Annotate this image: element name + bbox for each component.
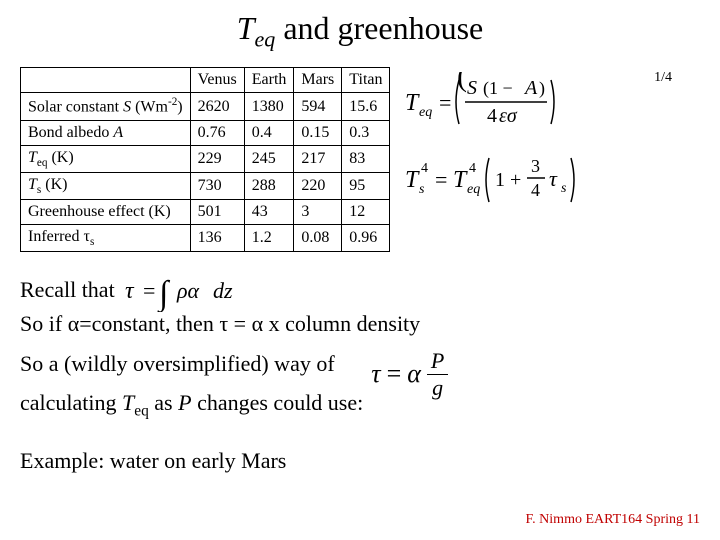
cell: 83	[342, 145, 390, 172]
svg-text:4: 4	[487, 105, 497, 127]
svg-text:(1 −: (1 −	[483, 78, 513, 99]
svg-text:T: T	[405, 90, 420, 116]
cell: 0.3	[342, 120, 390, 145]
cell: 217	[294, 145, 342, 172]
svg-text:=: =	[143, 278, 155, 303]
cell: 0.76	[190, 120, 244, 145]
table-header-row: Venus Earth Mars Titan	[21, 68, 390, 93]
frac-top: P	[427, 350, 448, 375]
line-oversimplified-1: So a (wildly oversimplified) way of	[20, 350, 363, 378]
cell: 0.4	[244, 120, 294, 145]
cell: 1.2	[244, 225, 294, 252]
cell: 245	[244, 145, 294, 172]
footer-credit: F. Nimmo EART164 Spring 11	[526, 512, 700, 528]
svg-text:τ: τ	[549, 166, 558, 191]
svg-text:S: S	[467, 77, 477, 99]
cell: 3	[294, 200, 342, 225]
title-rest: and greenhouse	[275, 10, 483, 46]
svg-text:ρα: ρα	[176, 278, 200, 303]
row-label: Teq (K)	[21, 145, 191, 172]
table-row: Bond albedo A0.760.40.150.3	[21, 120, 390, 145]
svg-text:dz: dz	[213, 278, 233, 303]
svg-text:3: 3	[531, 156, 540, 176]
col-venus: Venus	[190, 68, 244, 93]
title-var: T	[237, 10, 255, 46]
col-earth: Earth	[244, 68, 294, 93]
col-mars: Mars	[294, 68, 342, 93]
cell: 501	[190, 200, 244, 225]
cell: 12	[342, 200, 390, 225]
cell: 229	[190, 145, 244, 172]
table-row: Greenhouse effect (K)50143312	[21, 200, 390, 225]
cell: 1380	[244, 93, 294, 120]
row-label: Ts (K)	[21, 172, 191, 199]
svg-text:): )	[539, 78, 545, 99]
cell: 136	[190, 225, 244, 252]
cell: 95	[342, 172, 390, 199]
col-titan: Titan	[342, 68, 390, 93]
svg-text:4: 4	[469, 161, 476, 176]
cell: 15.6	[342, 93, 390, 120]
table-row: Teq (K)22924521783	[21, 145, 390, 172]
formula-panel: T eq = ( S (1 − A ) 4 εσ 1/4 T s 4	[405, 67, 700, 207]
row-label: Solar constant S (Wm-2)	[21, 93, 191, 120]
cell: 288	[244, 172, 294, 199]
title-sub: eq	[255, 26, 276, 51]
col-blank	[21, 68, 191, 93]
cell: 0.96	[342, 225, 390, 252]
svg-text:T: T	[453, 167, 468, 193]
eq1-exponent: 1/4	[654, 70, 672, 86]
svg-text:=: =	[439, 90, 451, 115]
integral-eq: τ = ∫ ρα dz	[125, 270, 245, 310]
cell: 220	[294, 172, 342, 199]
row-label: Greenhouse effect (K)	[21, 200, 191, 225]
cell: 2620	[190, 93, 244, 120]
cell: 0.08	[294, 225, 342, 252]
cell: 730	[190, 172, 244, 199]
svg-text:s: s	[419, 182, 425, 197]
cell: 594	[294, 93, 342, 120]
cell: 0.15	[294, 120, 342, 145]
table-row: Ts (K)73028822095	[21, 172, 390, 199]
svg-text:eq: eq	[467, 182, 480, 197]
svg-text:s: s	[561, 181, 567, 196]
svg-text:τ: τ	[125, 278, 135, 304]
svg-text:4: 4	[531, 180, 540, 200]
table-row: Inferred τs1361.20.080.96	[21, 225, 390, 252]
svg-text:=: =	[435, 167, 447, 192]
svg-text:T: T	[405, 167, 420, 193]
line-alpha-const: So if α=constant, then τ = α x column de…	[20, 310, 700, 338]
svg-text:∫: ∫	[157, 275, 171, 312]
svg-text:4: 4	[421, 161, 428, 176]
line-oversimplified-2: calculating Teq as P changes could use:	[20, 389, 363, 421]
svg-text:εσ: εσ	[499, 105, 518, 127]
example-line: Example: water on early Mars	[20, 447, 700, 475]
page-title: Teq and greenhouse	[20, 10, 700, 52]
equation-ts: T s 4 = T eq 4 1 + 3 4 τ s	[405, 152, 700, 207]
svg-text:1 +: 1 +	[495, 169, 521, 191]
recall-line: Recall that τ = ∫ ρα dz	[20, 270, 700, 310]
data-table: Venus Earth Mars Titan Solar constant S …	[20, 67, 390, 252]
frac-bot: g	[432, 375, 443, 399]
equation-teq: T eq = ( S (1 − A ) 4 εσ 1/4	[405, 72, 700, 132]
cell: 43	[244, 200, 294, 225]
tau-equals-frac: τ=α P g	[371, 350, 448, 399]
row-label: Inferred τs	[21, 225, 191, 252]
svg-text:eq: eq	[419, 105, 432, 120]
table-row: Solar constant S (Wm-2)2620138059415.6	[21, 93, 390, 120]
row-label: Bond albedo A	[21, 120, 191, 145]
recall-text: Recall that	[20, 277, 115, 303]
svg-text:A: A	[523, 77, 538, 99]
